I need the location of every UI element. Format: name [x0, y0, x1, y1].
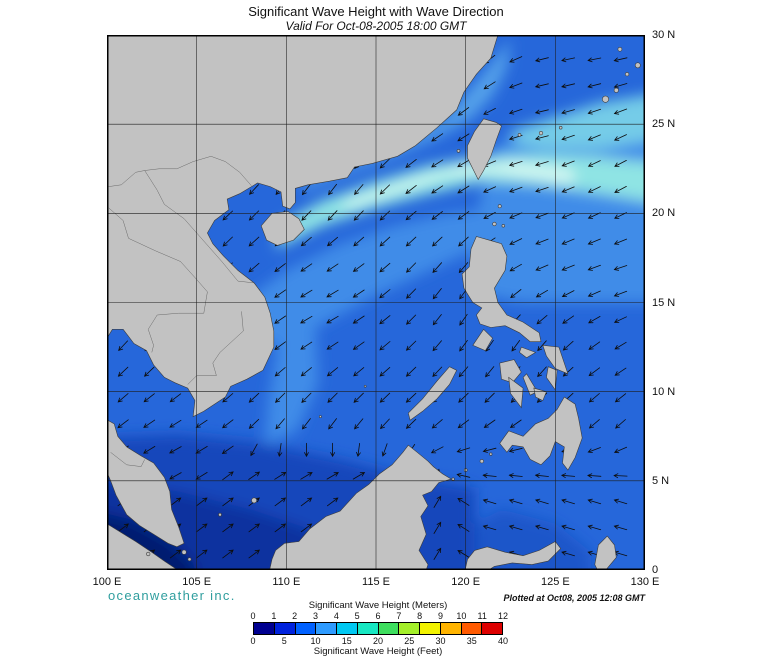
y-axis-label: 5 N [652, 474, 670, 487]
x-axis-label: 115 E [362, 576, 390, 588]
meters-tick: 4 [333, 611, 339, 621]
colorbar-segment [377, 623, 399, 634]
colorbar-segment [294, 623, 316, 634]
map-frame [107, 35, 645, 570]
oceanweather-logo: oceanweather inc. [108, 588, 236, 603]
colorbar-segment [481, 623, 502, 634]
x-axis-label: 100 E [92, 576, 122, 588]
x-axis-label: 105 E [182, 576, 212, 588]
landmasses [107, 35, 641, 570]
feet-tick: 25 [404, 636, 415, 646]
y-axis-label: 15 N [652, 296, 676, 309]
colorbar-segment [336, 623, 357, 634]
meters-tick: 8 [417, 611, 423, 621]
colorbar-segment [419, 623, 440, 634]
colorbar-segment [356, 623, 378, 634]
meters-tick: 12 [497, 611, 509, 621]
meters-tick: 0 [250, 611, 256, 621]
meters-tick: 2 [292, 611, 298, 621]
meters-tick: 6 [375, 611, 381, 621]
feet-tick: 40 [497, 636, 509, 646]
feet-tick: 35 [466, 636, 477, 646]
feet-tick: 30 [435, 636, 446, 646]
valid-time-subtitle: Valid For Oct-08-2005 18:00 GMT [285, 19, 467, 33]
legend-meters-label: Significant Wave Height (Meters) [308, 600, 448, 611]
meters-tick: 3 [312, 611, 319, 621]
legend-feet-ticks: 0 5 10 15 20 25 30 35 40 [250, 636, 508, 646]
meters-tick: 5 [354, 611, 360, 621]
feet-tick: 15 [341, 636, 352, 646]
meters-tick: 1 [271, 611, 277, 621]
meters-tick: 9 [437, 611, 444, 621]
y-axis-label: 30 N [652, 29, 676, 41]
feet-tick: 0 [250, 636, 256, 646]
meters-tick: 10 [456, 611, 467, 621]
feet-tick: 5 [281, 636, 287, 646]
colorbar-segment [254, 623, 274, 634]
y-axis-label: 0 [652, 564, 659, 576]
wave-height-map [107, 35, 645, 570]
x-axis-label: 125 E [540, 576, 570, 588]
colorbar-segment [315, 623, 336, 634]
plotted-timestamp: Plotted at Oct08, 2005 12:08 GMT [503, 593, 645, 603]
legend-feet-label: Significant Wave Height (Feet) [313, 646, 443, 657]
colorbar-segment [439, 623, 461, 634]
y-axis-label: 20 N [652, 207, 676, 220]
feet-tick: 20 [372, 636, 384, 646]
feet-tick: 10 [310, 636, 321, 646]
map-area [107, 35, 645, 570]
x-axis-label: 110 E [272, 576, 301, 588]
colorbar-segment [460, 623, 482, 634]
x-axis-label: 130 E [630, 576, 660, 588]
y-axis-label: 25 N [652, 118, 676, 131]
y-axis-label: 10 N [652, 385, 676, 398]
graticule-grid [107, 35, 645, 570]
colorbar-segment [273, 623, 295, 634]
meters-tick: 7 [396, 611, 402, 621]
meters-tick: 11 [477, 611, 487, 621]
colorbar-segment [398, 623, 419, 634]
legend-colorbar [253, 622, 503, 635]
page-title: Significant Wave Height with Wave Direct… [248, 4, 504, 19]
x-axis-label: 120 E [451, 576, 481, 588]
legend-meters-ticks: 0 1 2 3 4 5 6 7 8 9 10 11 12 [250, 611, 508, 621]
